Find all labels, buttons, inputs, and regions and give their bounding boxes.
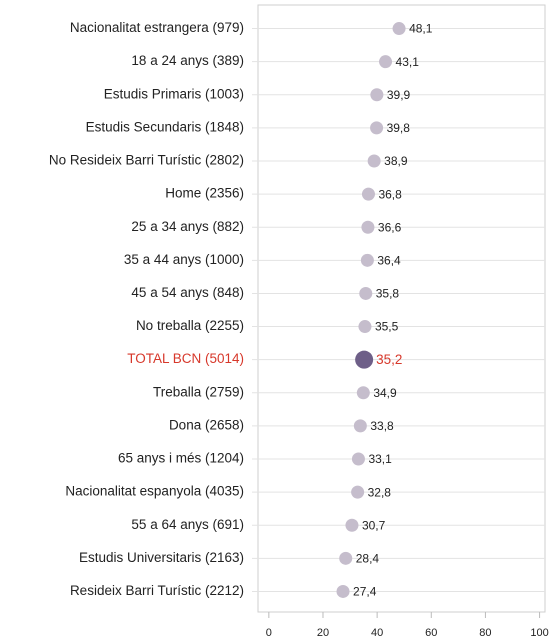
dot [351, 485, 365, 499]
x-tick-label: 100 [530, 627, 548, 639]
value-label: 39,8 [387, 121, 411, 135]
dot [339, 551, 353, 565]
value-label: 39,9 [387, 88, 411, 102]
category-label: Home (2356) [165, 186, 244, 201]
value-label: 28,4 [356, 552, 380, 566]
value-label: 35,2 [376, 352, 402, 367]
dot [370, 121, 384, 135]
value-label: 30,7 [362, 518, 386, 532]
dot [370, 88, 384, 102]
category-label: 18 a 24 anys (389) [131, 53, 244, 68]
category-label: Estudis Primaris (1003) [104, 86, 244, 101]
x-tick-label: 0 [266, 627, 272, 639]
value-label: 35,5 [375, 320, 399, 334]
value-label: 36,6 [378, 220, 402, 234]
category-label: Estudis Universitaris (2163) [79, 550, 244, 565]
category-label: 55 a 64 anys (691) [131, 517, 244, 532]
category-label: No treballa (2255) [136, 318, 244, 333]
value-label: 32,8 [368, 485, 392, 499]
category-label: 25 a 34 anys (882) [131, 219, 244, 234]
dot [345, 518, 359, 532]
dot [358, 320, 372, 334]
category-label: Resideix Barri Turístic (2212) [70, 583, 244, 598]
value-label: 33,1 [368, 452, 392, 466]
category-label: Dona (2658) [169, 417, 244, 432]
value-label: 27,4 [353, 585, 377, 599]
category-label: Treballa (2759) [153, 384, 244, 399]
dot [392, 22, 406, 36]
category-label: 35 a 44 anys (1000) [124, 252, 244, 267]
dot [353, 419, 367, 433]
category-label: Estudis Secundaris (1848) [86, 119, 244, 134]
dot [367, 154, 381, 168]
dot [336, 584, 350, 598]
dot [351, 452, 365, 466]
x-tick-label: 80 [479, 627, 491, 639]
dot [379, 55, 393, 69]
value-label: 38,9 [384, 154, 408, 168]
x-tick-label: 40 [371, 627, 383, 639]
x-tick-label: 60 [425, 627, 437, 639]
value-label: 33,8 [370, 419, 394, 433]
dot [356, 386, 370, 400]
plot-frame [257, 4, 546, 613]
dot [355, 350, 374, 369]
value-label: 36,4 [377, 254, 401, 268]
x-tick-label: 20 [317, 627, 329, 639]
category-label: 45 a 54 anys (848) [131, 285, 244, 300]
category-label: TOTAL BCN (5014) [127, 351, 244, 366]
value-label: 35,8 [376, 287, 400, 301]
dot [361, 187, 375, 201]
category-label: Nacionalitat estrangera (979) [70, 20, 244, 35]
dot [361, 220, 375, 234]
category-label: No Resideix Barri Turístic (2802) [49, 153, 244, 168]
category-label: 65 anys i més (1204) [118, 451, 244, 466]
value-label: 34,9 [373, 386, 397, 400]
dot [359, 286, 373, 300]
dot [360, 253, 374, 267]
value-label: 48,1 [409, 22, 433, 36]
category-label: Nacionalitat espanyola (4035) [65, 484, 244, 499]
value-label: 43,1 [396, 55, 420, 69]
value-label: 36,8 [378, 187, 402, 201]
